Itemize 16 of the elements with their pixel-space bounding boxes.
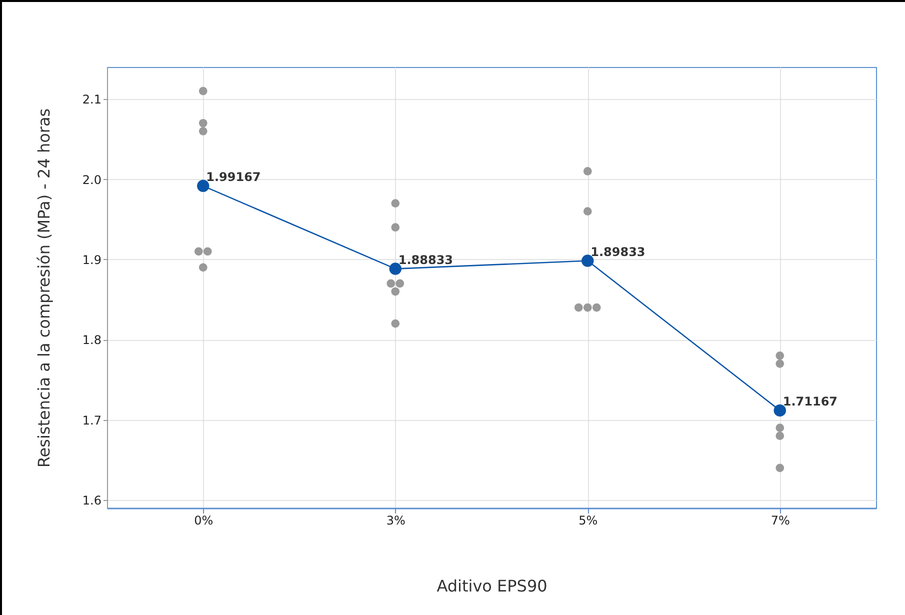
y-tick-label: 2.1 xyxy=(82,92,102,107)
data-label: 1.71167 xyxy=(782,394,838,408)
y-tick-label: 1.6 xyxy=(82,493,102,508)
data-label: 1.88833 xyxy=(398,252,454,267)
x-tick-label: 3% xyxy=(386,514,406,528)
x-tick-label: 5% xyxy=(578,514,598,528)
x-axis-title: Aditivo EPS90 xyxy=(436,576,548,596)
y-tick-label: 1.9 xyxy=(82,252,102,267)
x-tick-label: 0% xyxy=(194,514,214,528)
y-tick-label: 1.7 xyxy=(82,413,102,428)
y-axis-title: Resistencia a la compresión (MPa) - 24 horas xyxy=(34,108,54,468)
x-tick-label: 7% xyxy=(770,514,790,528)
y-tick-label: 1.8 xyxy=(82,333,102,348)
y-tick-label: 2.0 xyxy=(82,172,102,187)
data-label: 1.99167 xyxy=(206,170,261,184)
data-label: 1.89833 xyxy=(590,244,646,259)
